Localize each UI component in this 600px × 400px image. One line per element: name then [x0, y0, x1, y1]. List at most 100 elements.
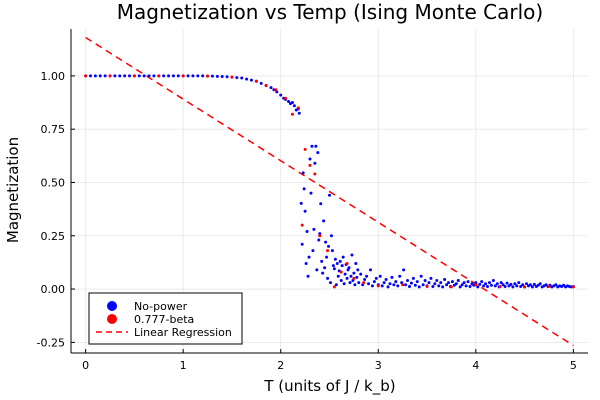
- no-power-point: [396, 284, 400, 288]
- no-power-point: [458, 285, 462, 289]
- no-power-point: [491, 279, 495, 283]
- beta-point: [84, 74, 88, 78]
- x-axis-label: T (units of J / k_b): [263, 377, 395, 396]
- no-power-point: [495, 282, 499, 286]
- no-power-point: [419, 274, 423, 278]
- no-power-point: [402, 268, 406, 272]
- no-power-point: [191, 74, 195, 78]
- no-power-point: [493, 284, 497, 288]
- regression-layer: [85, 36, 574, 347]
- no-power-point: [322, 219, 326, 223]
- no-power-point: [421, 283, 425, 287]
- y-axis-label: Magnetization: [4, 137, 22, 243]
- no-power-point: [384, 277, 388, 281]
- grid-lines: [71, 29, 588, 353]
- no-power-point: [176, 74, 180, 78]
- x-tick-label: 0: [82, 359, 89, 372]
- no-power-point: [142, 74, 146, 78]
- no-power-point: [341, 255, 345, 259]
- no-power-point: [392, 283, 396, 287]
- no-power-point: [356, 268, 360, 272]
- no-power-point: [349, 274, 353, 278]
- beta-point: [401, 283, 405, 287]
- no-power-point: [338, 259, 342, 263]
- no-power-point: [372, 280, 376, 284]
- no-power-point: [363, 277, 367, 281]
- no-power-point: [378, 274, 382, 278]
- no-power-point: [447, 281, 451, 285]
- no-power-point: [390, 275, 394, 279]
- no-power-point: [368, 268, 372, 272]
- no-power-point: [201, 74, 205, 78]
- no-power-point: [450, 280, 454, 284]
- beta-point: [339, 270, 343, 274]
- x-tick-label: 4: [472, 359, 479, 372]
- no-power-point: [380, 284, 384, 288]
- no-power-point: [398, 274, 402, 278]
- no-power-point: [333, 257, 337, 261]
- no-power-point: [325, 255, 329, 259]
- no-power-point: [511, 285, 515, 289]
- beta-point: [157, 74, 161, 78]
- no-power-point: [528, 283, 532, 287]
- regression-line: [85, 36, 574, 347]
- y-tick-label: 0.75: [41, 123, 66, 136]
- chart-title: Magnetization vs Temp (Ising Monte Carlo…: [117, 0, 543, 24]
- no-power-point: [321, 271, 325, 275]
- no-power-point: [486, 284, 490, 288]
- no-power-point: [235, 76, 239, 80]
- no-power-point: [259, 81, 263, 85]
- no-power-point: [113, 74, 117, 78]
- no-power-point: [301, 171, 305, 175]
- no-power-point: [319, 202, 323, 206]
- no-power-point: [240, 76, 244, 80]
- no-power-point: [354, 261, 358, 265]
- beta-point: [308, 163, 312, 167]
- no-power-point: [503, 284, 507, 288]
- no-power-point: [340, 264, 344, 268]
- beta-point: [523, 285, 527, 289]
- beta-point: [300, 223, 304, 227]
- no-power-point: [313, 161, 317, 165]
- no-power-point: [417, 285, 421, 289]
- no-power-point: [521, 283, 525, 287]
- no-power-point: [311, 249, 315, 253]
- no-power-point: [334, 283, 338, 287]
- no-power-point: [454, 282, 458, 286]
- no-power-point: [382, 281, 386, 285]
- no-power-point: [513, 282, 517, 286]
- no-power-point: [292, 104, 296, 108]
- no-power-point: [249, 78, 253, 82]
- beta-point: [362, 281, 366, 285]
- no-power-point: [388, 282, 392, 286]
- no-power-point: [225, 75, 229, 79]
- data-points: [84, 74, 575, 289]
- no-power-point: [245, 77, 249, 81]
- legend-marker-beta: [107, 314, 117, 324]
- no-power-point: [544, 283, 548, 287]
- x-tick-label: 1: [180, 359, 187, 372]
- no-power-point: [147, 74, 151, 78]
- tick-labels: 0 1 2 3 4 5 -0.25 0.00 0.25 0.50 0.75 1.00: [37, 70, 577, 372]
- no-power-point: [330, 249, 334, 253]
- no-power-point: [538, 282, 542, 286]
- no-power-point: [320, 259, 324, 263]
- no-power-point: [339, 279, 343, 283]
- no-power-point: [220, 75, 224, 79]
- no-power-point: [562, 283, 566, 287]
- no-power-point: [305, 230, 309, 233]
- beta-point: [264, 83, 268, 87]
- beta-point: [498, 284, 502, 288]
- no-power-point: [501, 283, 505, 287]
- no-power-point: [300, 242, 304, 246]
- no-power-point: [304, 261, 308, 265]
- no-power-point: [554, 283, 558, 287]
- no-power-point: [210, 74, 214, 78]
- beta-point: [318, 234, 322, 238]
- no-power-point: [456, 279, 460, 283]
- no-power-point: [415, 280, 419, 284]
- no-power-point: [306, 274, 310, 278]
- no-power-point: [329, 234, 333, 238]
- no-power-point: [431, 284, 435, 288]
